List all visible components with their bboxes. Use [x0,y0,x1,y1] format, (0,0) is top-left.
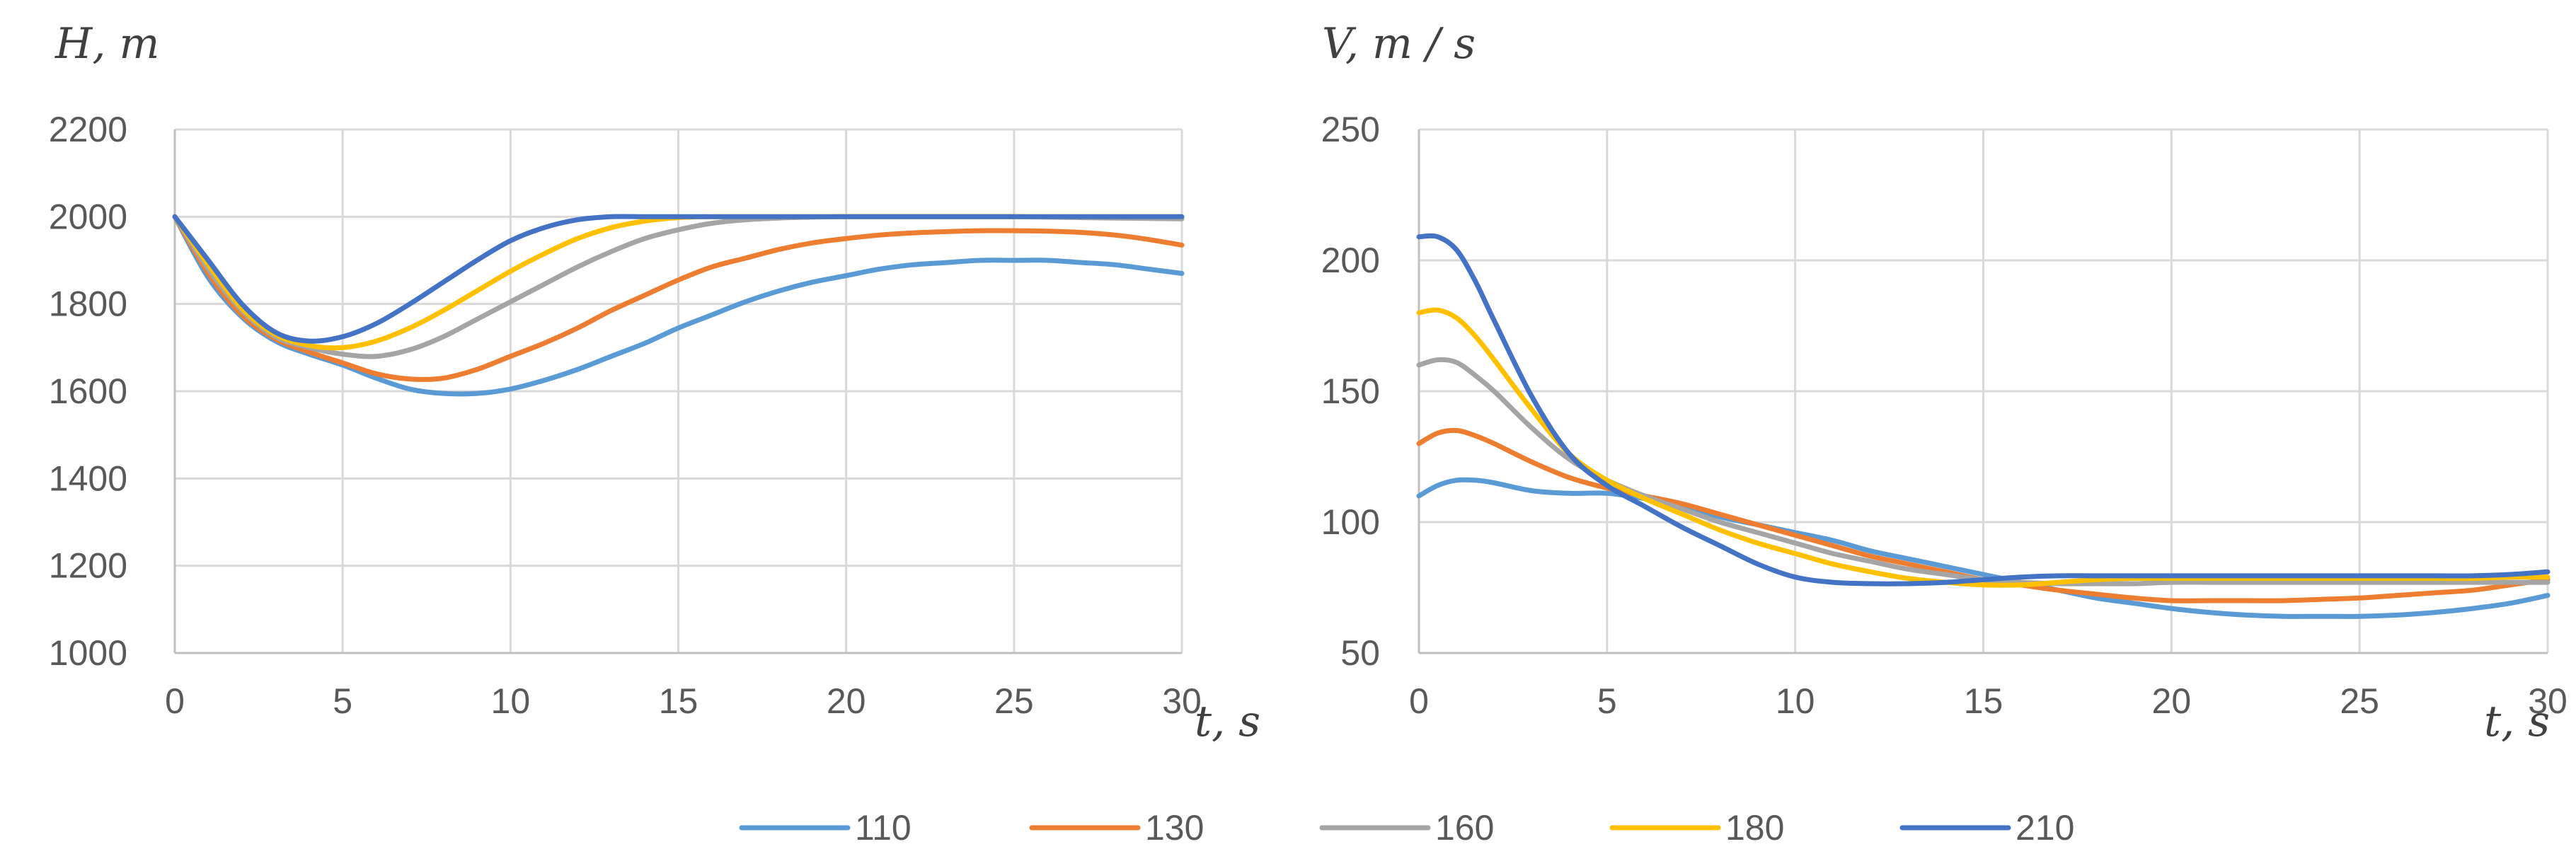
velocity-x-tick-label: 25 [2340,681,2379,721]
velocity-y-tick-label: 100 [1321,502,1380,542]
height-x-tick-label: 15 [659,681,698,721]
height-y-tick-label: 2000 [49,197,127,236]
legend-item-160: 160 [1319,808,1494,848]
height-x-tick-label: 20 [827,681,866,721]
velocity-x-tick-label: 15 [1964,681,2003,721]
velocity-series-110 [1416,477,2551,619]
legend-item-210: 210 [1899,808,2074,848]
height-chart: H, m t, s 1000 1200 1400 1600 1800 2000 2200 0 5… [49,19,1260,746]
velocity-x-tick-label: 0 [1409,681,1429,721]
velocity-series-160 [1416,357,2551,586]
height-y-tick-label: 1600 [49,371,127,411]
height-series [172,214,1185,397]
legend-item-130: 130 [1029,808,1204,848]
legend-label: 160 [1435,808,1494,848]
velocity-x-tick-label: 5 [1597,681,1617,721]
velocity-tick-labels: 50 100 150 200 250 0 5 10 15 20 25 30 [1321,110,2568,721]
velocity-series-130 [1416,427,2551,603]
height-y-tick-label: 2200 [49,110,127,149]
height-grid [173,128,1183,654]
height-tick-labels: 1000 1200 1400 1600 1800 2000 2200 0 5 10 15 20 25 30 [49,110,1202,721]
velocity-y-tick-label: 250 [1321,110,1380,149]
height-y-tick-label: 1200 [49,546,127,586]
height-y-tick-label: 1800 [49,284,127,324]
velocity-x-tick-label: 10 [1776,681,1815,721]
legend-item-180: 180 [1609,808,1784,848]
height-x-axis-title: t, s [1195,697,1260,746]
legend-label: 110 [855,808,912,848]
height-x-tick-label: 5 [333,681,352,721]
height-series-210 [172,214,1185,344]
height-x-tick-label: 10 [491,681,531,721]
velocity-y-axis-title: V, m / s [1322,19,1476,69]
velocity-y-tick-label: 50 [1340,633,1380,673]
height-y-tick-label: 1400 [49,458,127,498]
velocity-chart: V, m / s t, s 50 100 150 200 250 0 5 10 15 20 25 30 [1321,19,2568,746]
velocity-x-tick-label: 20 [2152,681,2192,721]
height-series-130 [172,214,1185,382]
height-y-axis-title: H, m [54,19,159,69]
velocity-y-tick-label: 200 [1321,241,1380,280]
velocity-series [1416,233,2551,619]
height-x-tick-label: 0 [165,681,185,721]
legend-item-110: 110 [739,808,912,848]
legend-label: 210 [2016,808,2074,848]
legend-label: 180 [1725,808,1784,848]
velocity-x-tick-label: 30 [2528,681,2568,721]
velocity-grid [1418,128,2549,654]
legend-label: 130 [1145,808,1204,848]
legend: 110 130 160 180 210 [739,808,2074,848]
velocity-y-tick-label: 150 [1321,371,1380,411]
height-x-tick-label: 25 [994,681,1034,721]
velocity-series-210 [1416,233,2551,586]
velocity-x-axis-title: t, s [2484,697,2550,746]
height-y-tick-label: 1000 [49,633,127,673]
height-x-tick-label: 30 [1162,681,1202,721]
